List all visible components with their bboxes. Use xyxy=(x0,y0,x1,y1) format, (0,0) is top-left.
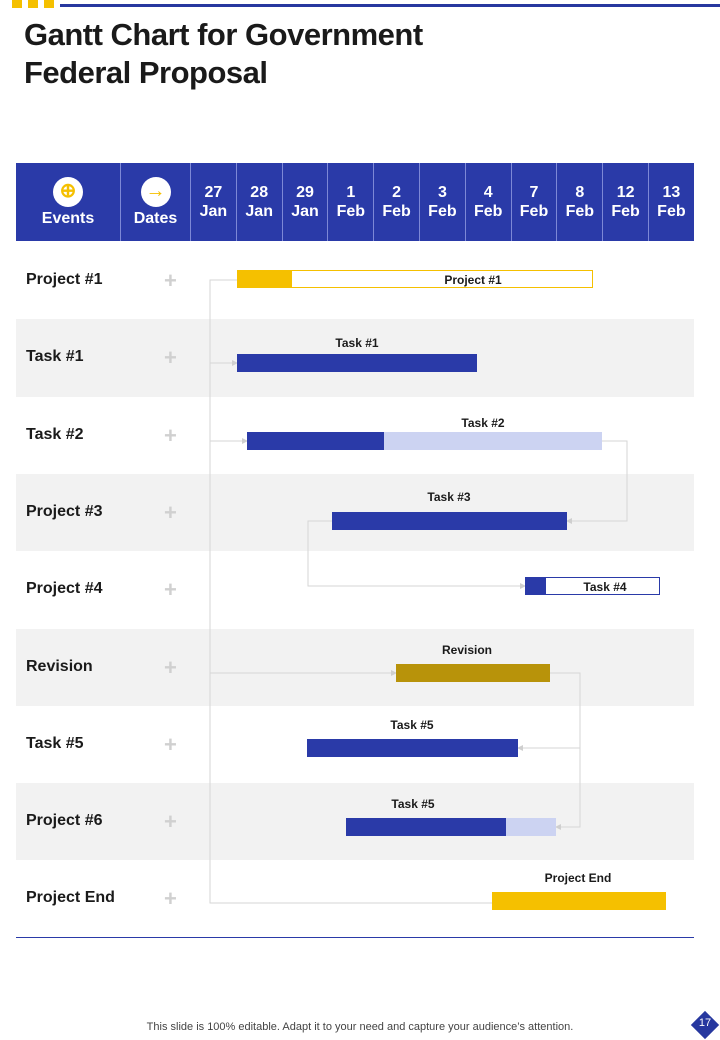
events-label: Events xyxy=(41,209,95,227)
gantt-bar xyxy=(307,739,518,757)
row-label: Project #3 xyxy=(26,502,103,520)
connector-line xyxy=(550,672,581,830)
top-rule xyxy=(60,4,720,7)
date-day: 1 xyxy=(346,184,356,201)
date-month: Jan xyxy=(291,203,319,220)
table-row: Revision + xyxy=(16,628,694,707)
date-column-header: 4 Feb xyxy=(464,163,511,241)
date-day: 7 xyxy=(529,184,539,201)
date-month: Feb xyxy=(336,203,366,220)
date-day: 4 xyxy=(483,184,493,201)
plus-icon[interactable]: + xyxy=(164,654,177,680)
row-label: Project #1 xyxy=(26,271,103,288)
date-day: 2 xyxy=(392,184,402,201)
decor-block xyxy=(12,0,22,8)
table-bottom-rule xyxy=(16,937,694,938)
date-month: Feb xyxy=(428,203,457,220)
plus-icon[interactable]: + xyxy=(164,577,177,603)
gantt-bar-label: Task #3 xyxy=(427,490,471,504)
row-label: Task #1 xyxy=(26,348,84,366)
gantt-bar-label: Task #4 xyxy=(583,580,627,594)
table-header: ⊕ Events → Dates 27 Jan 28 Jan 29 Jan 1 Feb 2 Feb… xyxy=(16,163,694,241)
gantt-bar xyxy=(237,354,477,372)
date-month: Jan xyxy=(199,203,228,220)
plus-icon[interactable]: + xyxy=(164,731,177,757)
date-month: Jan xyxy=(245,203,273,220)
date-day: 13 xyxy=(662,184,681,201)
plus-icon[interactable]: + xyxy=(164,499,177,525)
gantt-bar xyxy=(492,892,666,910)
date-day: 12 xyxy=(616,184,635,201)
page-number: 17 xyxy=(698,1017,712,1029)
plus-icon[interactable]: + xyxy=(164,422,177,448)
date-column-header: 8 Feb xyxy=(556,163,602,241)
dates-label: Dates xyxy=(133,209,178,227)
gantt-bar-label: Task #5 xyxy=(391,797,435,811)
arrow-right-circle-icon: → xyxy=(140,176,171,207)
date-column-header: 3 Feb xyxy=(419,163,465,241)
date-month: Feb xyxy=(519,203,549,220)
gantt-bar xyxy=(396,664,550,682)
connector-line xyxy=(566,440,628,524)
date-day: 29 xyxy=(296,184,314,201)
gantt-bar xyxy=(332,512,567,530)
dates-header: → Dates xyxy=(120,163,190,241)
plus-icon[interactable]: + xyxy=(164,268,177,293)
decor-block xyxy=(44,0,54,8)
date-month: Feb xyxy=(473,203,503,220)
date-day: 27 xyxy=(204,184,223,201)
row-label: Project End xyxy=(26,889,115,907)
page-title: Gantt Chart for Government Federal Propo… xyxy=(24,17,423,90)
date-column-header: 13 Feb xyxy=(648,163,694,241)
gantt-bar-label: Task #2 xyxy=(461,416,505,430)
gantt-bar-label: Task #1 xyxy=(335,336,379,350)
date-month: Feb xyxy=(382,203,411,220)
plus-icon[interactable]: + xyxy=(164,345,177,371)
gantt-bar-label: Project End xyxy=(544,871,612,885)
plus-icon[interactable]: + xyxy=(164,886,177,912)
connector-line xyxy=(209,279,492,904)
date-column-header: 1 Feb xyxy=(327,163,373,241)
date-column-header: 12 Feb xyxy=(602,163,648,241)
date-month: Feb xyxy=(611,203,640,220)
gantt-bar xyxy=(346,818,506,836)
gantt-bar xyxy=(506,818,556,836)
footer-text: This slide is 100% editable. Adapt it to… xyxy=(146,1021,574,1033)
row-label: Revision xyxy=(26,657,93,675)
date-column-header: 28 Jan xyxy=(235,163,282,241)
gantt-bar-label: Project #1 xyxy=(444,273,502,287)
events-header: ⊕ Events xyxy=(16,163,120,241)
gantt-bar-label: Revision xyxy=(441,643,493,657)
date-month: Feb xyxy=(657,203,686,220)
date-day: 8 xyxy=(575,184,585,201)
date-column-header: 7 Feb xyxy=(510,163,557,241)
row-label: Task #2 xyxy=(26,425,84,443)
plus-icon[interactable]: + xyxy=(164,809,177,835)
date-day: 28 xyxy=(250,184,269,201)
row-label: Project #4 xyxy=(26,580,103,598)
gantt-bar xyxy=(384,432,602,450)
date-month: Feb xyxy=(565,203,595,220)
gantt-bar-label: Task #5 xyxy=(390,718,434,732)
date-column-header: 2 Feb xyxy=(373,163,419,241)
connector-line xyxy=(307,520,526,589)
gantt-bar xyxy=(525,577,546,595)
arrow-down-circle-icon: ⊕ xyxy=(53,176,83,207)
row-label: Task #5 xyxy=(26,734,84,752)
gantt-bar xyxy=(247,432,384,450)
gantt-bar xyxy=(237,270,292,288)
date-column-header: 29 Jan xyxy=(281,163,328,241)
date-day: 3 xyxy=(437,184,447,201)
decor-block xyxy=(28,0,38,8)
row-label: Project #6 xyxy=(26,812,103,830)
date-column-header: 27 Jan xyxy=(190,163,236,241)
